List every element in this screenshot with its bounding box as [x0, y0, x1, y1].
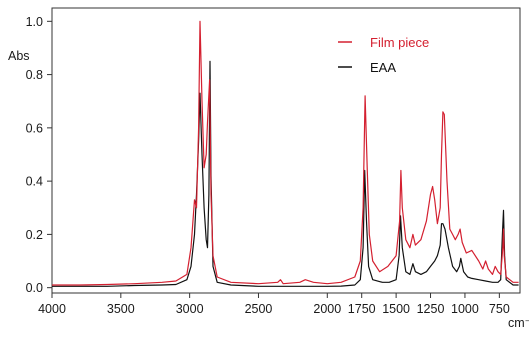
y-tick-label: 0.0 [26, 281, 43, 295]
x-tick-label: 4000 [38, 302, 66, 316]
y-axis-label: Abs [8, 49, 30, 63]
x-tick-label: 1500 [382, 302, 410, 316]
x-tick-label: 3500 [107, 302, 135, 316]
x-tick-label: 1750 [348, 302, 376, 316]
x-tick-label: 2500 [245, 302, 273, 316]
legend-label-film-piece: Film piece [370, 35, 429, 50]
y-tick-label: 1.0 [26, 15, 43, 29]
x-tick-label: 3000 [176, 302, 204, 316]
x-tick-label: 750 [489, 302, 510, 316]
series-lines [52, 20, 519, 287]
series-line-film-piece [52, 20, 519, 286]
y-tick-label: 0.2 [26, 228, 43, 242]
legend-label-eaa: EAA [370, 60, 396, 75]
plot-frame [51, 7, 521, 294]
y-tick-label: 0.8 [26, 68, 43, 82]
x-tick-label: 1250 [417, 302, 445, 316]
series-line-eaa [52, 60, 519, 287]
x-axis-label: cm⁻¹ [508, 316, 529, 330]
axis-ticks: 4000 3500 3000 2500 2000 1750 1500 1250 1000 750 0… [26, 15, 510, 316]
x-tick-label: 1000 [451, 302, 479, 316]
y-tick-label: 0.6 [26, 121, 43, 135]
y-tick-label: 0.4 [26, 175, 43, 189]
legend: Film piece EAA [338, 35, 429, 75]
x-tick-label: 2000 [313, 302, 341, 316]
